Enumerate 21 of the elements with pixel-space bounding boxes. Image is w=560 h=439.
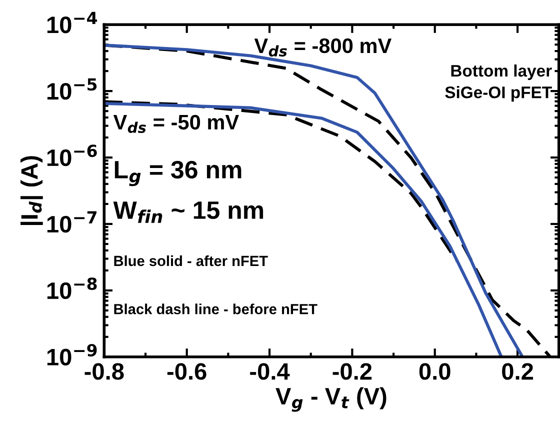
x-tick-label: -0.8 xyxy=(84,363,124,380)
x-tick-label: -0.4 xyxy=(250,363,290,380)
y-tick-label: 10$^{−8}$ xyxy=(47,278,97,300)
x-tick-label: 0.0 xyxy=(419,363,450,380)
y-tick-label: 10$^{−7}$ xyxy=(47,211,96,233)
annotation: V$_{ds}$ = -800 mV xyxy=(254,38,392,57)
y-tick-label: 10$^{−6}$ xyxy=(47,144,97,166)
annotation: Bottom layer SiGe-OI pFET xyxy=(445,64,552,102)
annotation: Blue solid - after nFET xyxy=(114,255,268,266)
y-axis-title: |I$_{d}$| (A) xyxy=(20,156,43,225)
x-tick-label: -0.2 xyxy=(332,363,372,380)
annotation: V$_{ds}$ = -50 mV xyxy=(113,114,239,133)
y-tick-label: 10$^{−5}$ xyxy=(47,78,97,100)
line-series xyxy=(104,102,503,357)
y-tick-label: 10$^{−4}$ xyxy=(47,12,98,34)
annotation: Black dash line - before nFET xyxy=(114,304,318,314)
x-tick-label: -0.6 xyxy=(167,363,206,380)
x-tick-label: 0.2 xyxy=(502,363,534,380)
x-axis-title: V$_{g}$ - V$_{t}$ (V) xyxy=(276,387,386,412)
annotation: L$_{g}$ = 36 nm xyxy=(114,160,242,186)
annotation: W$_{fin}$ ~ 15 nm xyxy=(113,202,264,223)
